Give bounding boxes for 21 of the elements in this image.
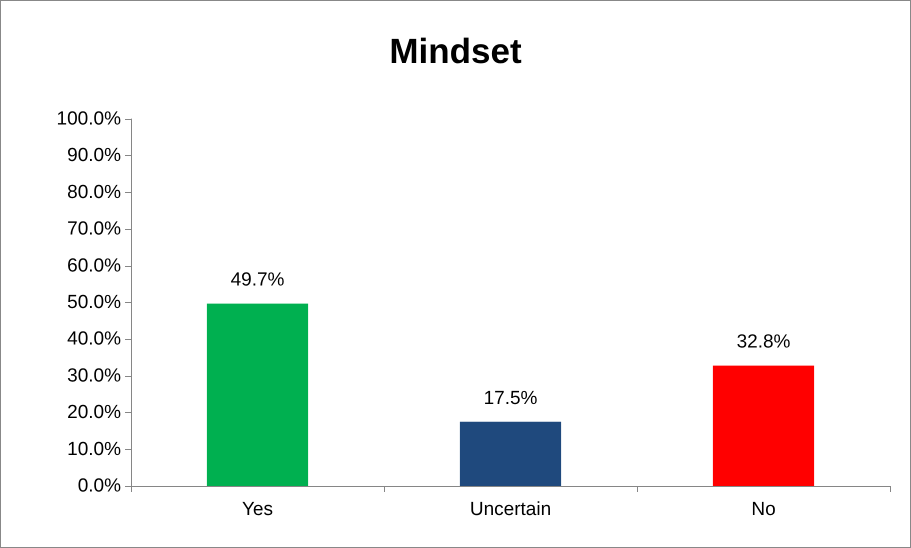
y-tick-label: 70.0% xyxy=(67,218,122,240)
x-tick-label: Uncertain xyxy=(470,499,552,520)
y-tick-label: 100.0% xyxy=(56,108,122,130)
y-tick-label: 80.0% xyxy=(67,182,122,203)
y-tick-label: 50.0% xyxy=(67,292,122,313)
data-label: 32.8% xyxy=(736,332,791,353)
x-tick-label: No xyxy=(751,499,776,520)
y-tick-label: 0.0% xyxy=(78,476,122,496)
y-tick-label: 90.0% xyxy=(67,145,122,166)
bar xyxy=(206,304,308,486)
y-tick-label: 40.0% xyxy=(67,328,122,350)
y-tick-label: 30.0% xyxy=(67,365,122,386)
bar xyxy=(712,366,814,486)
y-tick-label: 10.0% xyxy=(67,438,122,460)
y-tick-label: 60.0% xyxy=(67,255,122,276)
chart-title: Mindset xyxy=(389,32,522,71)
y-tick-label: 20.0% xyxy=(67,402,122,424)
bar xyxy=(460,422,562,486)
data-label: 49.7% xyxy=(230,270,285,291)
data-label: 17.5% xyxy=(484,388,538,409)
x-tick-label: Yes xyxy=(242,499,273,520)
